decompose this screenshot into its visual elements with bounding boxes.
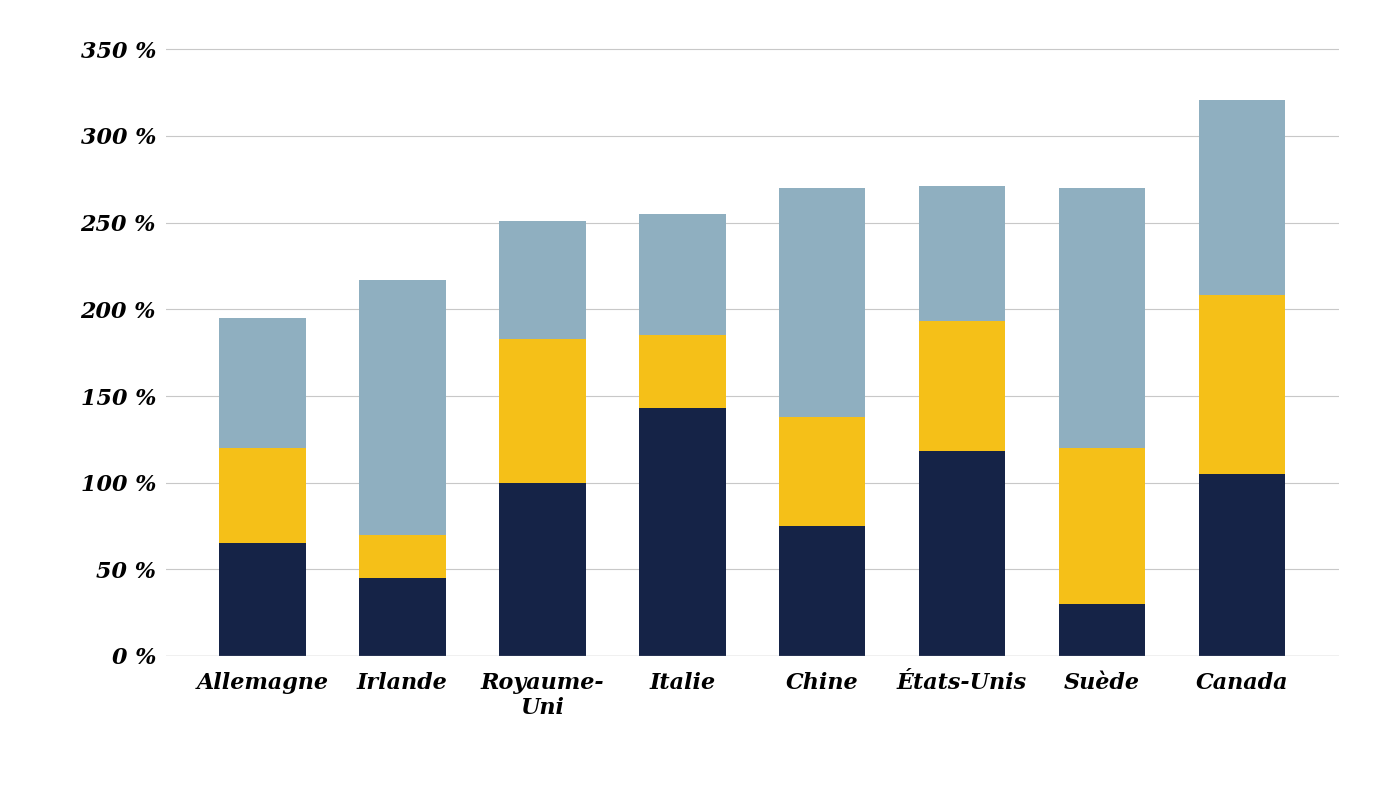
Bar (639, 335, 726, 408)
Bar (778, 188, 865, 417)
Bar (359, 578, 446, 656)
Bar (219, 543, 306, 656)
Bar (778, 417, 865, 526)
Bar (498, 339, 585, 482)
Bar (1198, 474, 1285, 656)
Bar (1198, 295, 1285, 474)
Bar (219, 448, 306, 543)
Bar (359, 280, 446, 534)
Bar (778, 526, 865, 656)
Bar (1058, 604, 1145, 656)
Bar (1198, 100, 1285, 295)
Bar (919, 322, 1006, 451)
Bar (639, 408, 726, 656)
Bar (498, 221, 585, 339)
Bar (919, 186, 1006, 322)
Bar (498, 482, 585, 656)
Bar (359, 534, 446, 578)
Bar (1058, 188, 1145, 448)
Bar (219, 318, 306, 448)
Bar (1058, 448, 1145, 604)
Bar (639, 214, 726, 335)
Bar (919, 451, 1006, 656)
